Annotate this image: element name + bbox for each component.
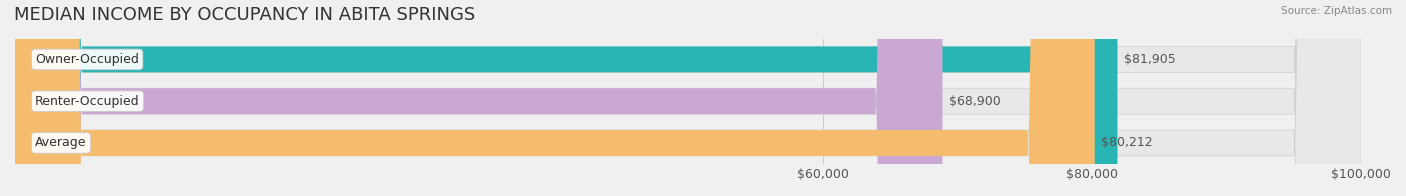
FancyBboxPatch shape (15, 0, 1361, 196)
Text: Owner-Occupied: Owner-Occupied (35, 53, 139, 66)
Text: MEDIAN INCOME BY OCCUPANCY IN ABITA SPRINGS: MEDIAN INCOME BY OCCUPANCY IN ABITA SPRI… (14, 6, 475, 24)
FancyBboxPatch shape (15, 0, 1361, 196)
Text: Renter-Occupied: Renter-Occupied (35, 95, 139, 108)
Text: Source: ZipAtlas.com: Source: ZipAtlas.com (1281, 6, 1392, 16)
FancyBboxPatch shape (15, 0, 1361, 196)
Text: Renter-Occupied: Renter-Occupied (35, 95, 139, 108)
FancyBboxPatch shape (15, 0, 942, 196)
Text: $68,900: $68,900 (949, 95, 1001, 108)
FancyBboxPatch shape (15, 0, 1095, 196)
Text: Average: Average (35, 136, 87, 149)
Text: $80,212: $80,212 (1101, 136, 1153, 149)
FancyBboxPatch shape (15, 0, 1118, 196)
Text: Owner-Occupied: Owner-Occupied (35, 53, 139, 66)
Text: Average: Average (35, 136, 87, 149)
Text: $81,905: $81,905 (1125, 53, 1175, 66)
